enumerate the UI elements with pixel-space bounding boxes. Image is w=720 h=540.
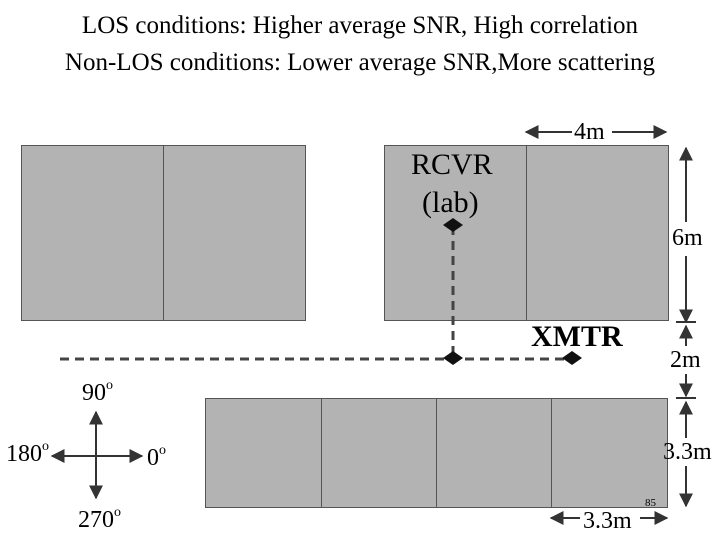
room-top-left-2 [163, 145, 306, 321]
compass-north-label: 90o [82, 378, 113, 406]
room-top-left-1 [21, 145, 164, 321]
transmitter-label: XMTR [531, 320, 623, 353]
room-top-right [526, 145, 669, 321]
title-line-1: LOS conditions: Higher average SNR, High… [81, 12, 639, 39]
compass-east-label: 0o [147, 443, 166, 471]
room-bottom-2 [321, 398, 437, 508]
room-height-label: 6m [672, 225, 703, 251]
receiver-location-label: (lab) [422, 186, 479, 219]
room-bottom-3 [436, 398, 552, 508]
slide-number: 85 [645, 497, 656, 509]
room-bottom-4 [551, 398, 668, 508]
compass-west-label: 180o [6, 439, 49, 467]
receiver-antenna-icon [443, 218, 463, 232]
transmitter-antenna-icon [562, 351, 582, 365]
room-width-label: 4m [574, 119, 605, 145]
lower-room-width-label: 3.3m [583, 508, 632, 534]
title-line-2: Non-LOS conditions: Lower average SNR,Mo… [64, 49, 656, 76]
lower-room-height-label: 3.3m [663, 439, 712, 465]
relay-antenna-icon [443, 351, 463, 365]
corridor-width-label: 2m [670, 347, 701, 373]
receiver-label: RCVR [411, 148, 493, 181]
room-bottom-1 [205, 398, 322, 508]
compass-south-label: 270o [78, 505, 121, 533]
